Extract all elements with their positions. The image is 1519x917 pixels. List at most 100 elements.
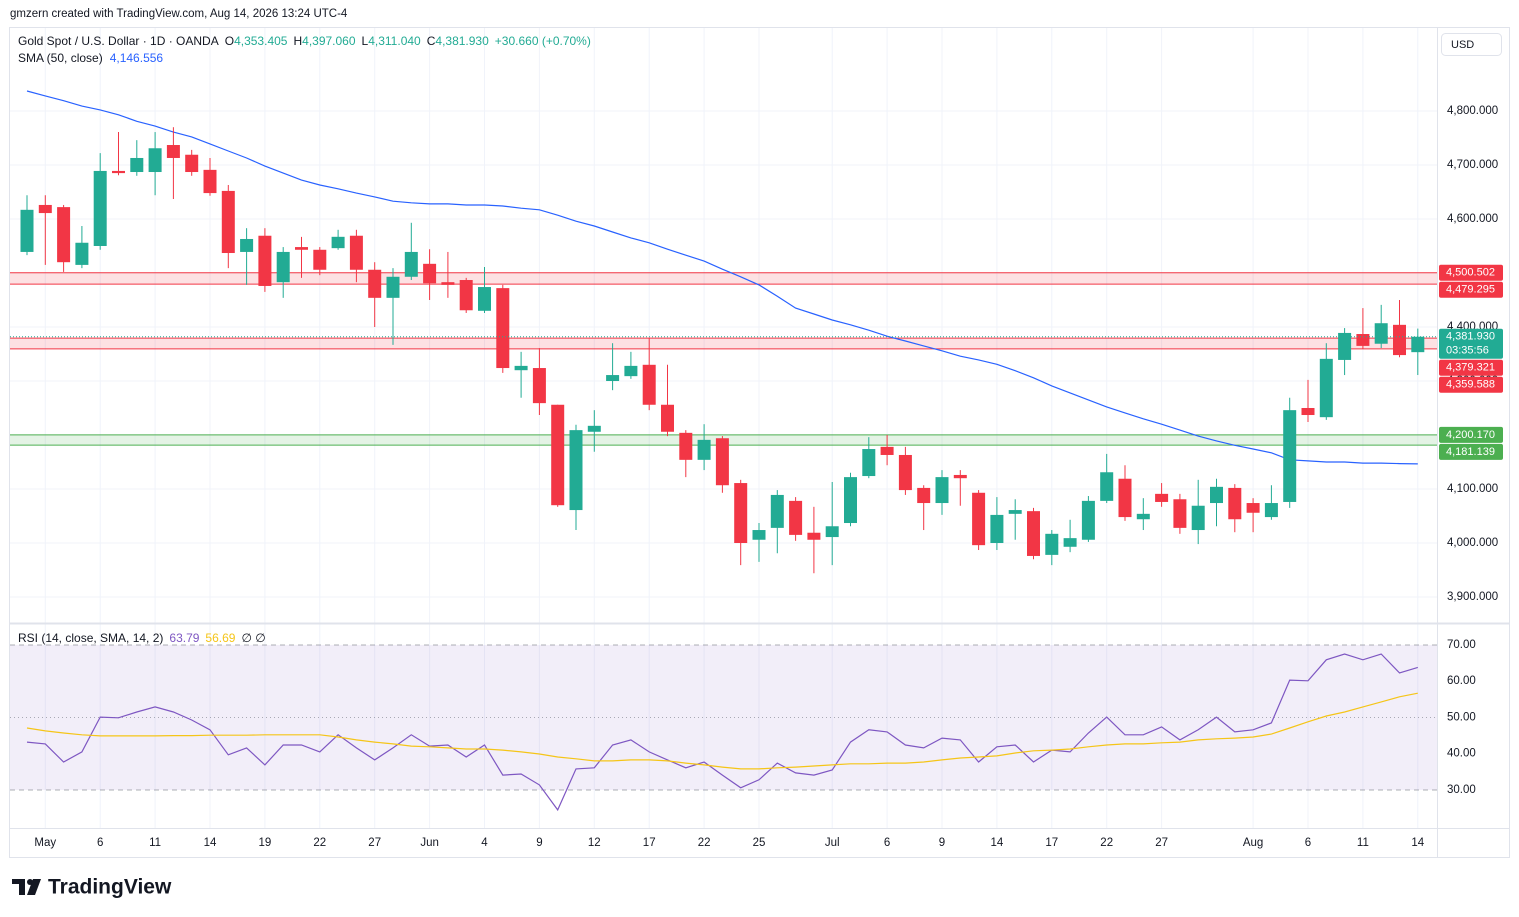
labels: 3,900.0004,000.0004,100.0004,200.0004,30…	[34, 105, 1503, 849]
price-label-box	[1439, 328, 1503, 359]
x-tick-label: 6	[1305, 837, 1311, 849]
legend-key: L	[362, 34, 369, 48]
zones	[10, 272, 1437, 791]
candle-body	[1191, 505, 1205, 531]
candle-body	[770, 494, 784, 528]
legend-name: SMA (50, close)	[18, 51, 103, 65]
brand[interactable]: TradingView	[48, 876, 172, 899]
x-tick-label: 12	[588, 837, 601, 849]
candle-body	[715, 438, 729, 486]
candle-body	[1356, 334, 1370, 346]
y-tick-label: 4,800.000	[1447, 105, 1498, 117]
legend-value: 4,146.556	[110, 51, 164, 65]
sma-legend: SMA (50, close) 4,146.556	[18, 51, 163, 65]
x-tick-label: 14	[991, 837, 1004, 849]
legend-name: RSI (14, close, SMA, 14, 2)	[18, 631, 163, 645]
symbol-legend: Gold Spot / U.S. Dollar · 1D · OANDA O4,3…	[18, 34, 591, 48]
x-tick-label: 9	[939, 837, 945, 849]
candle-body	[880, 446, 894, 455]
candle-body	[807, 532, 821, 540]
candle-body	[917, 487, 931, 504]
candle-body	[1264, 503, 1278, 518]
currency[interactable]: USD	[1451, 39, 1474, 51]
candle-body	[1411, 336, 1425, 353]
candle-body	[606, 375, 620, 381]
zone	[10, 272, 1437, 285]
candle-body	[20, 209, 34, 252]
attribution: gmzern created with TradingView.com, Aug…	[10, 8, 348, 20]
candle-body	[478, 287, 491, 311]
candle-body	[313, 249, 327, 270]
x-tick-label: 14	[1411, 837, 1424, 849]
candle-body	[587, 425, 601, 432]
x-tick-label: 27	[368, 837, 381, 849]
candle-body	[569, 430, 583, 511]
y-tick-label: 50.00	[1447, 711, 1476, 723]
price-label-box	[1439, 443, 1503, 460]
x-tick-label: 22	[1100, 837, 1113, 849]
candle-body	[276, 251, 290, 283]
candle-body	[1008, 510, 1022, 514]
y-tick-label: 4,600.000	[1447, 213, 1498, 225]
candle-body	[496, 288, 510, 369]
legend-value: 63.79	[169, 631, 199, 645]
logo-shape	[19, 879, 25, 895]
x-tick-label: 6	[97, 837, 103, 849]
legend-value: 4,353.405	[234, 34, 288, 48]
y-tick-label: 60.00	[1447, 675, 1476, 687]
candle-body	[93, 170, 107, 246]
price-label: 4,181.139	[1446, 446, 1495, 458]
candle-body	[203, 169, 217, 194]
candle-body	[972, 492, 986, 546]
candle-body	[1374, 323, 1388, 344]
candle-body	[1210, 486, 1223, 504]
candle-body	[75, 242, 89, 265]
candle-body	[368, 269, 382, 298]
candle-body	[661, 404, 674, 432]
candle-body	[1338, 332, 1352, 360]
line-series	[26, 653, 1418, 812]
x-tick-label: 11	[149, 837, 161, 849]
y-tick-label: 4,700.000	[1447, 159, 1498, 171]
candle-body	[240, 238, 254, 252]
candle-body	[404, 251, 418, 277]
candle-body	[1100, 472, 1114, 501]
price-label: 4,479.295	[1446, 284, 1495, 296]
candle-body	[990, 514, 1004, 543]
candle-body	[423, 263, 437, 284]
line-series	[26, 692, 1418, 770]
candle-body	[1118, 478, 1132, 518]
currency-button[interactable]	[1441, 33, 1502, 56]
candle-body	[624, 365, 638, 377]
candle-body	[789, 500, 803, 535]
price-label: 4,381.930	[1446, 331, 1495, 343]
candle-body	[679, 432, 693, 460]
brand-logo[interactable]: TradingView	[12, 876, 172, 899]
rsi-legend: RSI (14, close, SMA, 14, 2) 63.79 56.69 ∅ ∅	[18, 631, 266, 645]
candle-body	[953, 474, 967, 479]
candle-body	[112, 170, 125, 174]
price-label: 4,500.502	[1446, 267, 1495, 279]
price-label: 4,359.588	[1446, 379, 1495, 391]
candle-body	[459, 280, 473, 311]
rsi-band	[10, 644, 1437, 790]
y-tick-label: 40.00	[1447, 748, 1476, 760]
logo-shape	[12, 879, 25, 884]
x-tick-label: 27	[1155, 837, 1168, 849]
x-tick-label: 19	[259, 837, 272, 849]
x-tick-label: 22	[313, 837, 326, 849]
x-tick-label: 14	[204, 837, 217, 849]
legend-key: C	[427, 34, 436, 48]
candle-body	[532, 368, 546, 404]
candle-body	[221, 190, 235, 254]
candle-body	[1155, 493, 1169, 502]
x-tick-label: 11	[1357, 837, 1369, 849]
candle-body	[1283, 410, 1297, 502]
price-label-box	[1439, 359, 1503, 376]
candle-body	[349, 235, 363, 270]
candle-body	[386, 276, 400, 298]
candle-body	[148, 148, 162, 173]
candle-body	[130, 157, 144, 173]
